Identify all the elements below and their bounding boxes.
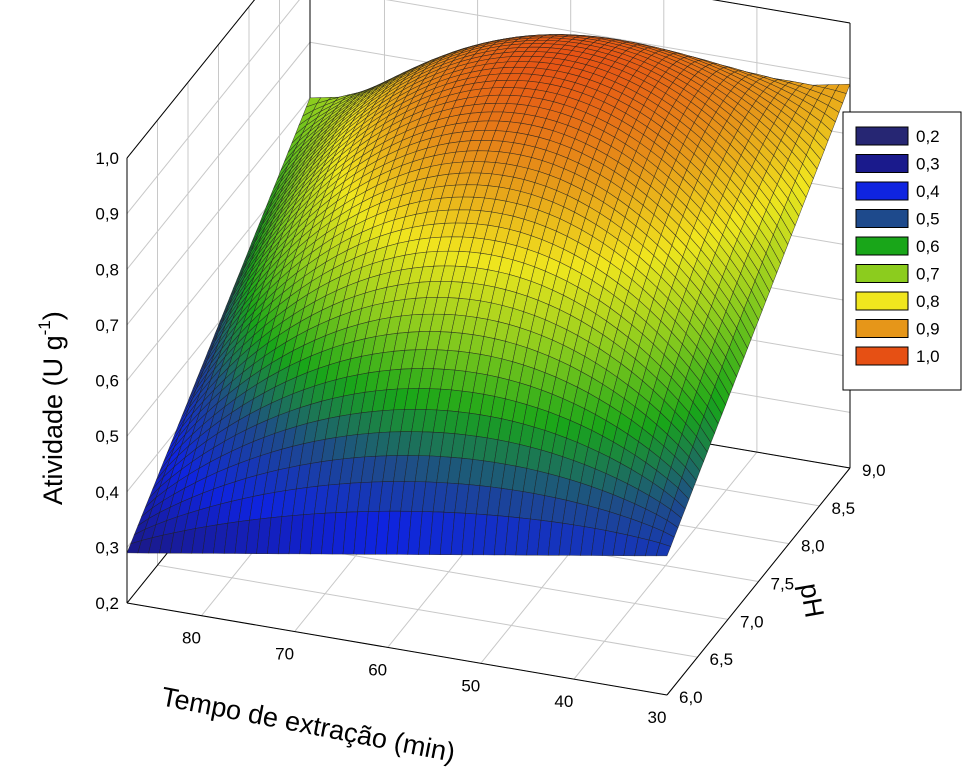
y-tick-label: 7,0 xyxy=(740,612,764,631)
legend-label: 0,4 xyxy=(916,182,940,201)
grid-line-wall-z xyxy=(126,0,300,214)
z-tick-label: 0,2 xyxy=(95,594,119,613)
grid-line-backwall-z xyxy=(385,0,851,80)
legend-label: 0,6 xyxy=(916,237,940,256)
legend-swatch xyxy=(855,209,909,228)
z-axis-title-main: Atividade (U g xyxy=(38,335,68,505)
x-tick-label: 60 xyxy=(368,660,387,679)
legend-entries: 0,2 0,3 0,4 0,5 0,6 0,7 0,8 0,9 1,0 xyxy=(855,126,940,366)
grid-line-floor-ph xyxy=(157,564,698,658)
box-edge xyxy=(126,602,668,696)
y-tick-label: 6,0 xyxy=(679,688,703,707)
z-tick-label: 0,5 xyxy=(95,427,119,446)
tick-labels: 0,2 0,3 0,4 0,5 0,6 0,7 0,8 0,9 1,0 80 70 60 50 40 30 6… xyxy=(95,149,885,727)
legend-swatch xyxy=(855,291,909,311)
z-tick-label: 0,7 xyxy=(95,316,119,335)
box-edge xyxy=(126,0,256,159)
x-tick-label: 80 xyxy=(182,629,201,648)
legend-swatch xyxy=(855,346,909,366)
z-tick-label: 0,8 xyxy=(95,260,119,279)
z-axis-title: Atividade (U g-1) xyxy=(35,311,68,505)
z-tick-label: 0,6 xyxy=(95,372,119,391)
legend-swatch xyxy=(855,154,909,173)
x-tick-label: 70 xyxy=(275,645,294,664)
x-tick-label: 30 xyxy=(648,708,667,727)
surface-cell xyxy=(655,542,672,557)
legend-label: 0,3 xyxy=(916,155,940,174)
x-axis-title: Tempo de extração (min) xyxy=(159,681,458,767)
legend-label: 0,5 xyxy=(916,210,940,229)
y-axis-title: pH xyxy=(794,581,830,620)
y-tick-label: 8,5 xyxy=(832,499,856,518)
legend-swatch xyxy=(855,181,909,201)
legend-swatch xyxy=(855,236,909,256)
grid-line-wall-z xyxy=(126,41,311,270)
legend-swatch xyxy=(855,126,909,146)
z-tick-label: 0,4 xyxy=(95,483,119,502)
legend-label: 0,2 xyxy=(916,127,940,146)
legend-label: 1,0 xyxy=(916,347,940,366)
legend-label: 0,9 xyxy=(916,320,940,339)
box-edge xyxy=(666,467,851,696)
box-edge xyxy=(712,0,851,24)
legend-label: 0,8 xyxy=(916,292,940,311)
y-tick-label: 6,5 xyxy=(710,650,734,669)
grid-line-wall-z xyxy=(126,97,311,326)
y-tick-label: 9,0 xyxy=(862,461,886,480)
x-tick-label: 40 xyxy=(554,692,573,711)
x-tick-label: 50 xyxy=(461,676,480,695)
y-tick-label: 7,5 xyxy=(771,575,795,594)
z-tick-label: 0,3 xyxy=(95,538,119,557)
legend: 0,2 0,3 0,4 0,5 0,6 0,7 0,8 0,9 1,0 xyxy=(842,111,962,391)
z-tick-label: 0,9 xyxy=(95,205,119,224)
legend-label: 0,7 xyxy=(916,265,940,284)
z-tick-label: 1,0 xyxy=(95,149,119,168)
z-axis-title-close: ) xyxy=(38,311,68,320)
response-surface xyxy=(126,34,851,557)
z-axis-title-exponent: -1 xyxy=(35,320,54,335)
legend-swatch xyxy=(855,319,909,338)
y-tick-label: 8,0 xyxy=(801,537,825,556)
legend-swatch xyxy=(855,264,909,283)
